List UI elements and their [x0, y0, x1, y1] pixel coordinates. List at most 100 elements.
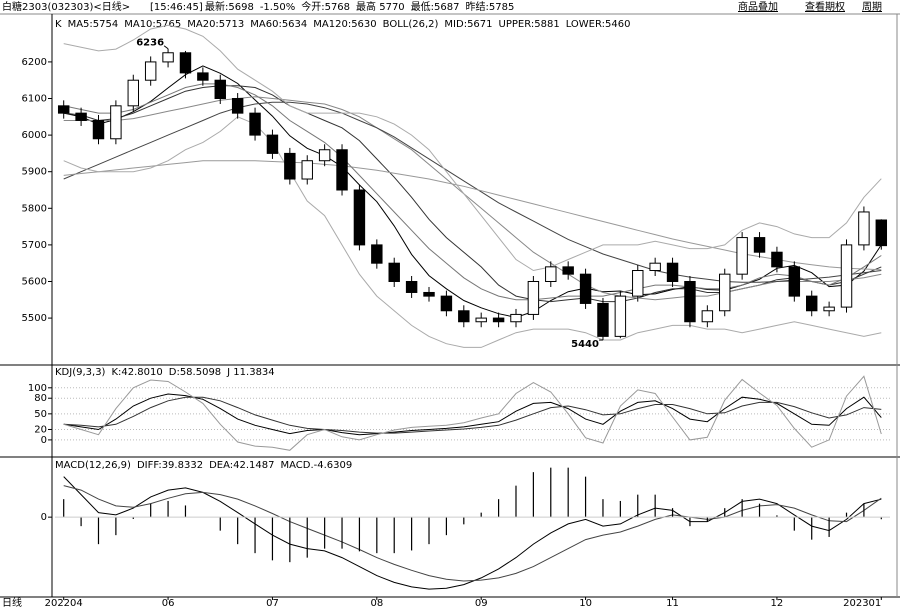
indicator-line [63, 396, 882, 434]
candle-body [231, 98, 244, 114]
candle-body [579, 273, 592, 304]
x-tick-label: 12 [771, 598, 784, 609]
candle-body [179, 52, 192, 74]
candle-body [545, 266, 557, 282]
legend-label: MA20:5713 [187, 19, 244, 30]
candle-body [684, 280, 696, 323]
x-tick-label: 202204 [45, 598, 83, 609]
candle-body [753, 237, 766, 253]
candle-body [162, 52, 174, 63]
x-tick-label: 06 [162, 598, 175, 609]
candle-body [788, 266, 801, 297]
y-tick-label: 6000 [22, 130, 47, 141]
legend-label: MA5:5754 [68, 19, 119, 30]
candle-body [57, 105, 70, 114]
candle-body [249, 112, 261, 136]
legend-label: MA120:5630 [313, 19, 376, 30]
header-field: 最新:5698 [205, 0, 254, 13]
legend-label: D:58.5098 [169, 367, 221, 378]
indicator-line [63, 101, 882, 283]
candle-body [336, 149, 348, 191]
candle-body [527, 280, 540, 315]
candle-body [318, 149, 331, 162]
candle-body [858, 211, 870, 246]
legend-label: DEA:42.1487 [209, 460, 274, 471]
legend-label: DIFF:39.8332 [137, 460, 203, 471]
y-tick-label: 80 [34, 393, 47, 404]
y-tick-label: 6200 [22, 57, 47, 68]
candle-body [92, 119, 105, 140]
candle-body [423, 291, 435, 297]
y-tick-label: 0 [41, 512, 47, 523]
max-annotation: 6236 [136, 38, 164, 49]
y-tick-label: 5800 [22, 203, 47, 214]
header-field: 最低:5687 [411, 0, 460, 13]
indicator-line [63, 375, 882, 451]
legend-label: MA60:5634 [250, 19, 307, 30]
candle-body [736, 237, 748, 275]
toolbar-button[interactable]: 商品叠加 [738, 0, 778, 13]
candle-body [719, 273, 731, 312]
candle-body [597, 302, 609, 337]
candle-body [266, 134, 279, 154]
candle-body [510, 313, 522, 323]
candle-body [701, 310, 714, 323]
legend-label: UPPER:5881 [499, 19, 560, 30]
indicator-line [63, 485, 882, 582]
candle-body [197, 72, 209, 81]
legend-label: KDJ(9,3,3) [55, 367, 106, 378]
header-field: 最高 5770 [356, 0, 405, 13]
y-tick-label: 50 [34, 409, 47, 420]
candle-body [771, 251, 783, 268]
legend-label: LOWER:5460 [566, 19, 631, 30]
candle-body [614, 295, 627, 337]
candle-body [649, 262, 661, 272]
legend-label: J 11.3834 [226, 367, 274, 378]
legend-label: MACD.-4.6309 [280, 460, 352, 471]
y-tick-label: 100 [28, 383, 47, 394]
min-annotation: 5440 [571, 339, 599, 350]
indicator-line [63, 83, 882, 301]
candle-body [405, 280, 418, 293]
header-field: 今开:5768 [301, 0, 350, 13]
header-field: -1.50% [260, 2, 295, 13]
x-tick-label: 09 [475, 598, 488, 609]
x-tick-label: 10 [579, 598, 592, 609]
candle-body [388, 262, 400, 282]
candle-body [666, 262, 679, 282]
y-tick-label: 0 [41, 435, 47, 446]
candle-body [875, 219, 888, 247]
x-tick-label: 11 [666, 598, 679, 609]
header-field: 昨结:5785 [466, 0, 515, 13]
y-tick-label: 6100 [22, 94, 47, 105]
candle-body [492, 317, 505, 323]
candle-body [353, 189, 366, 246]
toolbar-button[interactable]: 查看期权 [805, 0, 845, 13]
indicator-line [63, 393, 882, 436]
toolbar-button[interactable]: 周期 [862, 1, 882, 13]
instrument-title: 白糖2303(032303)<日线> [2, 0, 130, 13]
x-tick-label: 08 [370, 598, 383, 609]
x-tick-label: 202301 [843, 598, 881, 609]
candle-body [440, 295, 453, 312]
candle-body [127, 79, 139, 107]
candle-body [371, 244, 383, 264]
indicator-line [63, 96, 882, 301]
candle-body [840, 244, 853, 308]
y-tick-label: 5500 [22, 313, 47, 324]
candle-body [144, 61, 157, 81]
candle-body [475, 317, 487, 323]
legend-label: BOLL(26,2) [383, 19, 439, 30]
legend-label: K [55, 19, 62, 30]
annotation-leader [163, 45, 169, 50]
indicator-line [63, 24, 882, 272]
y-tick-label: 5600 [22, 276, 47, 287]
time: [15:46:45] [150, 2, 203, 13]
candle-body [632, 270, 644, 297]
indicator-line [63, 476, 882, 590]
indicator-line [63, 116, 882, 348]
candle-body [458, 310, 470, 323]
candle-body [284, 152, 296, 180]
candle-body [75, 112, 87, 121]
